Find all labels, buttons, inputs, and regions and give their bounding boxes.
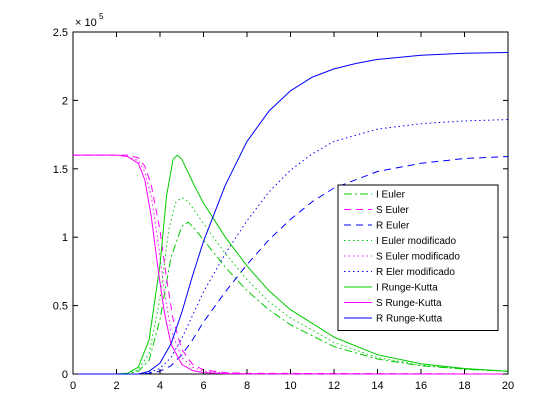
legend-label: S Euler modificado <box>376 252 460 263</box>
y-tick-label: 0.5 <box>53 301 68 313</box>
x-tick-label: 12 <box>328 380 340 392</box>
legend-label: R Eler modificado <box>376 267 455 278</box>
series-line-1 <box>73 221 509 375</box>
series-line-3 <box>73 156 509 375</box>
x-tick-label: 2 <box>113 380 119 392</box>
legend-label: R Runge-Kutta <box>376 314 443 325</box>
series-line-7 <box>73 154 509 375</box>
legend-box <box>337 184 499 331</box>
x-tick-label: 6 <box>200 380 206 392</box>
x-tick-label: 4 <box>157 380 163 392</box>
y-tick-label: 0 <box>62 369 68 381</box>
legend: I Euler S Euler R Euler I Euler modificado S… <box>337 184 499 331</box>
x-tick-label: 14 <box>371 380 383 392</box>
x-tick-label: 10 <box>284 380 296 392</box>
series-line-9 <box>73 52 509 375</box>
series-line-6 <box>73 119 509 375</box>
y-tick-label: 2 <box>62 95 68 107</box>
series-line-4 <box>73 197 509 375</box>
legend-label: S Euler <box>376 205 409 216</box>
series-layer <box>73 52 509 375</box>
y-exponent-power: 5 <box>99 12 104 21</box>
x-tick-label: 20 <box>502 380 514 392</box>
x-tick-label: 16 <box>415 380 427 392</box>
legend-label: I Runge-Kutta <box>376 283 438 294</box>
y-tick-label: 2.5 <box>53 27 68 39</box>
series-line-8 <box>73 154 509 375</box>
legend-label: R Euler <box>376 221 410 232</box>
x-tick-label: 18 <box>458 380 470 392</box>
legend-label: S Runge-Kutta <box>376 298 442 309</box>
x-tick-label: 8 <box>244 380 250 392</box>
y-axis-exponent: × 10 5 <box>75 12 104 29</box>
ticks-layer: 0 2 4 6 8 10 12 14 16 18 20 0 0.5 1 1.5 2 2.5 <box>53 27 514 392</box>
legend-label: I Euler <box>376 190 406 201</box>
y-tick-label: 1 <box>62 232 68 244</box>
x-tick-label: 0 <box>70 380 76 392</box>
y-tick-label: 1.5 <box>53 164 68 176</box>
y-exponent-label: × 10 <box>75 17 97 29</box>
legend-label: I Euler modificado <box>376 236 456 247</box>
